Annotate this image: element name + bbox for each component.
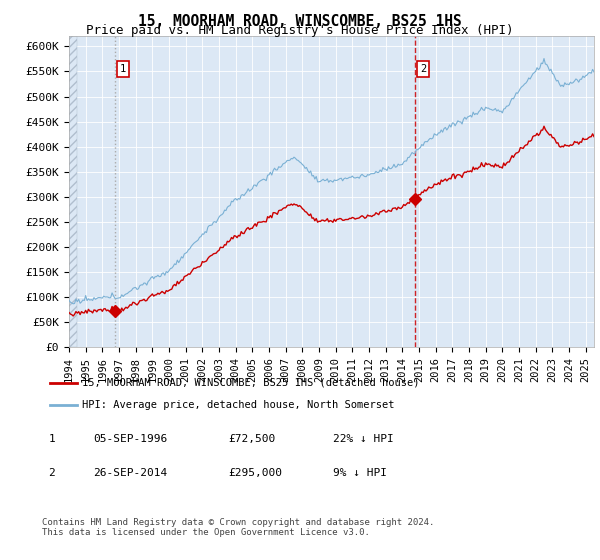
Text: £72,500: £72,500	[228, 434, 275, 444]
Text: 2: 2	[49, 468, 55, 478]
Text: HPI: Average price, detached house, North Somerset: HPI: Average price, detached house, Nort…	[83, 400, 395, 410]
Text: Price paid vs. HM Land Registry's House Price Index (HPI): Price paid vs. HM Land Registry's House …	[86, 24, 514, 37]
Text: 26-SEP-2014: 26-SEP-2014	[93, 468, 167, 478]
Text: 05-SEP-1996: 05-SEP-1996	[93, 434, 167, 444]
Text: £295,000: £295,000	[228, 468, 282, 478]
Text: 22% ↓ HPI: 22% ↓ HPI	[333, 434, 394, 444]
Text: 2: 2	[420, 64, 426, 74]
Text: 15, MOORHAM ROAD, WINSCOMBE, BS25 1HS: 15, MOORHAM ROAD, WINSCOMBE, BS25 1HS	[138, 14, 462, 29]
Text: 1: 1	[49, 434, 55, 444]
Polygon shape	[69, 36, 77, 347]
Text: Contains HM Land Registry data © Crown copyright and database right 2024.
This d: Contains HM Land Registry data © Crown c…	[42, 518, 434, 538]
Text: 15, MOORHAM ROAD, WINSCOMBE, BS25 1HS (detached house): 15, MOORHAM ROAD, WINSCOMBE, BS25 1HS (d…	[83, 378, 420, 388]
Text: 1: 1	[120, 64, 126, 74]
Text: 9% ↓ HPI: 9% ↓ HPI	[333, 468, 387, 478]
